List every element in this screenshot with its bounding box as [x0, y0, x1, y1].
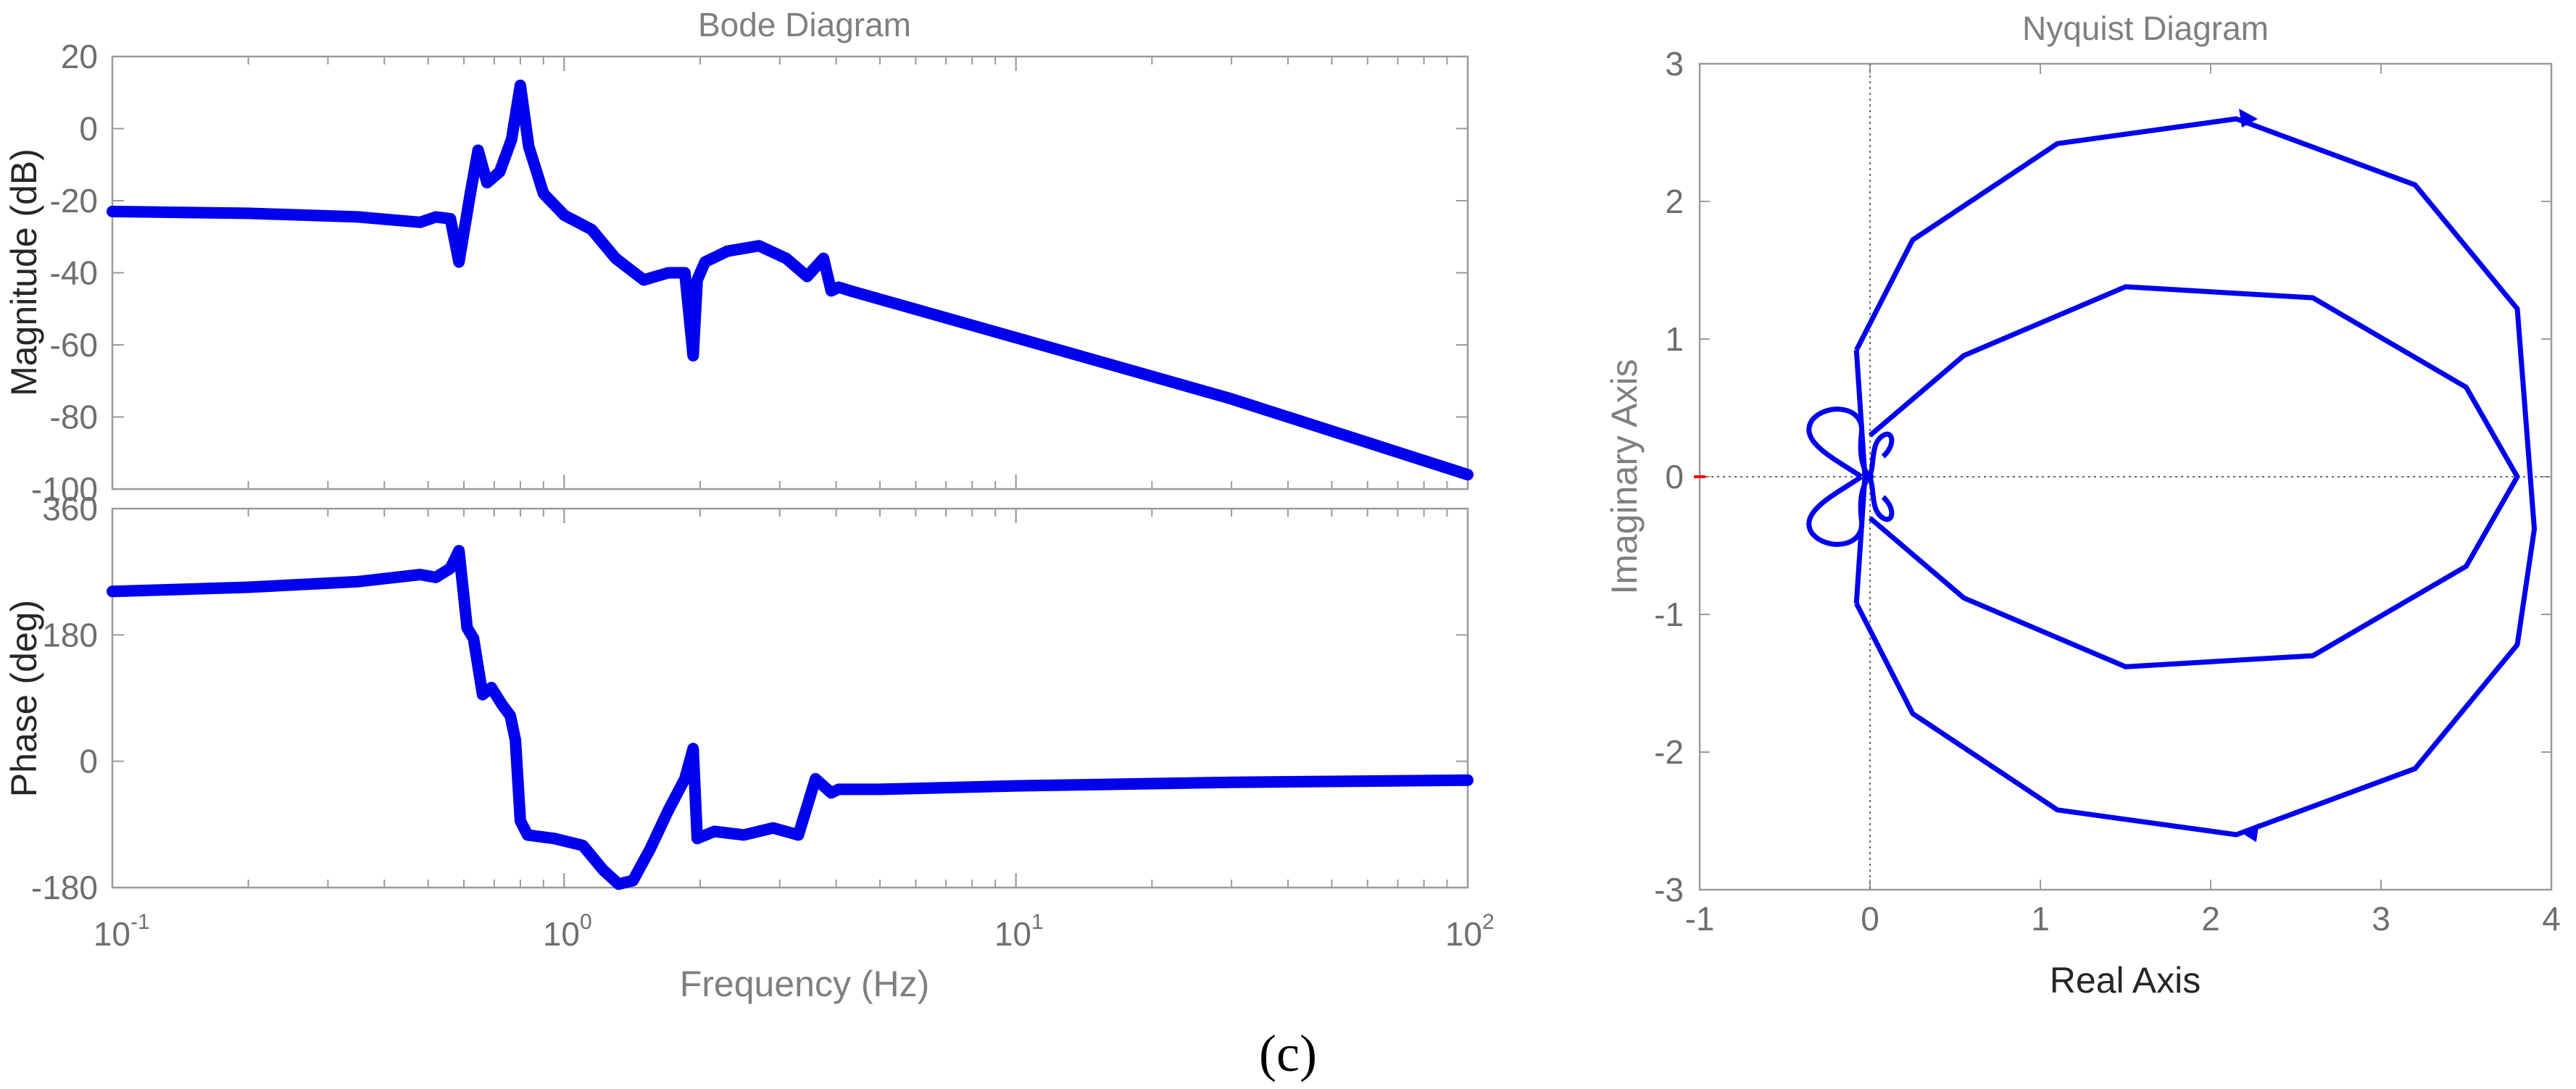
- phase-panel: 360 180 0 -180 Phase (deg): [4, 490, 1474, 906]
- nyquist-xtick-label: 4: [2542, 900, 2561, 938]
- phase-axes-frame: [111, 507, 1469, 889]
- nyquist-y-tick-labels: 3 2 1 0 -1 -2 -3: [1654, 45, 1684, 909]
- nyquist-outer-curve: [1853, 116, 2537, 838]
- magnitude-ytick-label: -100: [31, 470, 98, 508]
- magnitude-ytick-label: -20: [50, 182, 98, 220]
- bode-xtick-2-exp: 1: [1031, 910, 1044, 934]
- nyquist-arrow-1: [2240, 823, 2259, 843]
- nyquist-ytick-label: 0: [1665, 458, 1684, 496]
- nyquist-ytick-label: -1: [1654, 596, 1684, 633]
- magnitude-axes-frame: [111, 55, 1469, 491]
- nyquist-xtick-label: -1: [1685, 900, 1715, 938]
- nyquist-xtick-label: 2: [2201, 900, 2220, 938]
- nyquist-small-loops: [1806, 406, 1895, 547]
- phase-ytick-label: -180: [31, 869, 98, 906]
- nyquist-diagram: Nyquist Diagram -1 0 1 2 3 4 3 2 1 0 -1 -2 -3 Real …: [1604, 9, 2561, 1001]
- bode-xtick-0-exp: -1: [130, 910, 150, 934]
- nyquist-title: Nyquist Diagram: [2022, 9, 2269, 47]
- nyquist-ytick-label: 1: [1665, 320, 1684, 358]
- bode-xtick-1-exp: 0: [580, 910, 592, 934]
- nyquist-xtick-label: 0: [1861, 900, 1879, 938]
- bode-diagram: Bode Diagram 200-20-40-60-80-100 Magnitu…: [4, 6, 1495, 1004]
- bode-xtick-1: 10: [543, 915, 580, 953]
- nyquist-ylabel: Imaginary Axis: [1604, 359, 1645, 594]
- magnitude-y-tick-labels: 20 0 -20 -40 -60 -80 -100: [31, 38, 98, 508]
- nyquist-origin-dot: [1864, 472, 1874, 482]
- nyquist-arrows: [2239, 109, 2259, 843]
- figure-caption: (c): [1259, 1025, 1317, 1082]
- magnitude-ytick-label: -80: [50, 399, 98, 436]
- magnitude-panel: 20 0 -20 -40 -60 -80 -100 Magnitude (dB): [4, 38, 1474, 508]
- bode-xtick-0: 10: [94, 915, 130, 953]
- nyquist-inner-curve: [1868, 284, 2520, 669]
- magnitude-ytick-label: 20: [61, 38, 98, 75]
- nyquist-ytick-label: 3: [1665, 45, 1684, 83]
- nyquist-ytick-label: 2: [1665, 183, 1684, 220]
- phase-series-line: [107, 545, 1474, 890]
- phase-ytick-label: 180: [42, 616, 98, 654]
- nyquist-xlabel: Real Axis: [2050, 960, 2201, 1001]
- magnitude-ytick-label: 0: [79, 110, 98, 148]
- nyquist-xtick-label: 1: [2031, 900, 2050, 938]
- magnitude-series-line: [107, 79, 1474, 481]
- bode-x-tick-labels: 10 -1 10 0 10 1 10 2: [94, 910, 1495, 953]
- bode-xlabel: Frequency (Hz): [680, 964, 930, 1004]
- phase-y-tick-labels: 360 180 0 -180: [31, 490, 98, 906]
- magnitude-ylabel: Magnitude (dB): [4, 149, 44, 396]
- nyquist-x-tick-labels: -1 0 1 2 3 4: [1685, 900, 2561, 938]
- nyquist-ytick-label: -3: [1654, 871, 1684, 909]
- bode-xtick-3-exp: 2: [1482, 910, 1495, 934]
- magnitude-ticks: [112, 56, 1468, 490]
- magnitude-ytick-label: -60: [50, 326, 98, 364]
- bode-xtick-3: 10: [1445, 915, 1482, 953]
- phase-ylabel: Phase (deg): [4, 600, 44, 797]
- nyquist-arrow-0: [2239, 109, 2258, 128]
- phase-ytick-label: 0: [79, 743, 98, 780]
- bode-title: Bode Diagram: [698, 6, 911, 43]
- nyquist-xtick-label: 3: [2372, 900, 2390, 938]
- magnitude-ytick-label: -40: [50, 254, 98, 292]
- nyquist-ytick-label: -2: [1654, 733, 1684, 771]
- phase-ytick-label: 360: [42, 490, 98, 527]
- bode-xtick-2: 10: [994, 915, 1031, 953]
